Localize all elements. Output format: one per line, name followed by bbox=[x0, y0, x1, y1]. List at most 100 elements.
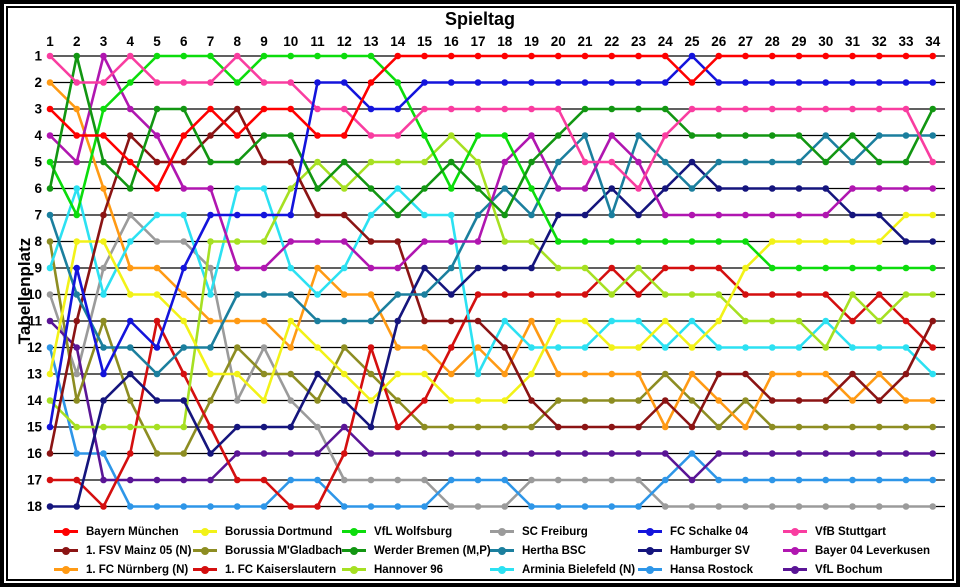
series-fc-schalke-04 bbox=[46, 52, 937, 431]
data-point-borussia-dortmund-md26 bbox=[715, 317, 723, 325]
data-point-arminia-bielefeld-n-md20 bbox=[554, 344, 562, 351]
data-point-hansa-rostock-md3 bbox=[100, 450, 107, 457]
data-point-borussia-m-gladbach-md2 bbox=[73, 397, 81, 404]
y-tick-11: 11 bbox=[28, 314, 43, 329]
data-point-werder-bremen-m-p-md8 bbox=[233, 158, 241, 166]
data-point-bayern-m-nchen-md29 bbox=[795, 52, 803, 60]
data-point-vfl-bochum-md29 bbox=[795, 450, 803, 457]
series-borussia-m-gladbach bbox=[46, 238, 937, 457]
legend-label-1-fc-kaiserslautern: 1. FC Kaiserslautern bbox=[225, 563, 337, 576]
data-point-bayern-m-nchen-md16 bbox=[447, 52, 455, 60]
series-line-vfb-stuttgart bbox=[48, 54, 935, 190]
data-point-vfb-stuttgart-md32 bbox=[875, 105, 883, 113]
data-point-vfl-wolfsburg-md7 bbox=[207, 52, 214, 60]
data-point-vfl-wolfsburg-md12 bbox=[340, 52, 348, 60]
data-point-bayer-04-leverkusen-md8 bbox=[233, 264, 241, 272]
data-point-vfb-stuttgart-md15 bbox=[421, 105, 428, 113]
series-line-werder-bremen-m-p bbox=[48, 54, 935, 217]
data-point-borussia-m-gladbach-md32 bbox=[875, 423, 883, 431]
data-point-vfl-bochum-md10 bbox=[287, 450, 295, 457]
data-point-vfl-bochum-md15 bbox=[421, 450, 428, 457]
data-point-sc-freiburg-md30 bbox=[822, 503, 830, 510]
data-point-vfl-wolfsburg-md10 bbox=[287, 52, 295, 60]
data-point-werder-bremen-m-p-md24 bbox=[661, 105, 669, 113]
data-point-hannover-96-md21 bbox=[581, 264, 589, 272]
data-point-1-fsv-mainz-05-n-md30 bbox=[822, 397, 830, 404]
data-point-hamburger-sv-md14 bbox=[394, 317, 402, 325]
legend-item-werder-bremen-m-p: Werder Bremen (M,P) bbox=[342, 545, 491, 557]
data-point-vfl-bochum-md11 bbox=[314, 450, 321, 457]
data-point-fc-schalke-04-md31 bbox=[849, 79, 856, 86]
data-point-arminia-bielefeld-n-md31 bbox=[849, 344, 856, 351]
data-point-hamburger-sv-md33 bbox=[902, 238, 910, 245]
x-tick-23: 23 bbox=[631, 34, 647, 49]
data-point-fc-schalke-04-md30 bbox=[822, 79, 830, 86]
data-point-fc-schalke-04-md32 bbox=[875, 79, 883, 86]
data-point-hamburger-sv-md4 bbox=[126, 370, 134, 378]
data-point-hannover-96-md2 bbox=[73, 423, 81, 431]
data-point-arminia-bielefeld-n-md12 bbox=[340, 264, 348, 272]
legend-item-borussia-m-gladbach: Borussia M'Gladbach bbox=[193, 545, 342, 557]
data-point-sc-freiburg-md22 bbox=[608, 476, 616, 484]
data-point-sc-freiburg-md25 bbox=[688, 503, 696, 510]
y-tick-10: 10 bbox=[27, 287, 42, 302]
data-point-hannover-96-md33 bbox=[902, 291, 910, 298]
data-point-borussia-dortmund-md10 bbox=[287, 317, 295, 325]
data-point-werder-bremen-m-p-md26 bbox=[715, 132, 723, 139]
data-point-borussia-dortmund-md17 bbox=[474, 397, 482, 404]
data-point-vfb-stuttgart-md29 bbox=[795, 105, 803, 113]
data-point-werder-bremen-m-p-md25 bbox=[688, 132, 696, 139]
data-point-hertha-bsc-md5 bbox=[153, 370, 161, 378]
data-point-1-fc-kaiserslautern-md4 bbox=[126, 450, 134, 457]
data-point-bayern-m-nchen-md5 bbox=[153, 185, 161, 192]
chart-legend: Bayern München 1. FSV Mainz 05 (N) 1. FC N… bbox=[54, 522, 930, 579]
y-tick-9: 9 bbox=[34, 261, 42, 276]
data-point-hertha-bsc-md12 bbox=[340, 317, 348, 325]
data-point-borussia-m-gladbach-md33 bbox=[902, 423, 910, 431]
data-point-hertha-bsc-md22 bbox=[608, 211, 616, 219]
data-point-hansa-rostock-md21 bbox=[581, 503, 589, 510]
data-point-1-fc-n-rnberg-n-md27 bbox=[742, 423, 749, 431]
data-point-1-fsv-mainz-05-n-md33 bbox=[902, 370, 910, 378]
data-point-borussia-m-gladbach-md5 bbox=[153, 450, 161, 457]
data-point-bayer-04-leverkusen-md13 bbox=[367, 264, 375, 272]
data-point-arminia-bielefeld-n-md1 bbox=[46, 264, 54, 272]
data-point-hannover-96-md16 bbox=[447, 132, 455, 139]
legend-swatch-1-fc-kaiserslautern bbox=[193, 568, 217, 571]
data-point-vfl-wolfsburg-md28 bbox=[768, 264, 776, 272]
data-point-fc-schalke-04-md29 bbox=[795, 79, 803, 86]
data-point-1-fsv-mainz-05-n-md5 bbox=[153, 158, 161, 166]
legend-label-1-fc-n-rnberg-n: 1. FC Nürnberg (N) bbox=[86, 563, 189, 576]
data-point-vfl-wolfsburg-md27 bbox=[742, 238, 749, 245]
data-point-borussia-m-gladbach-md23 bbox=[635, 397, 642, 404]
data-point-bayer-04-leverkusen-md21 bbox=[581, 185, 589, 192]
data-point-1-fc-kaiserslautern-md15 bbox=[421, 397, 428, 404]
data-point-borussia-dortmund-md13 bbox=[367, 397, 375, 404]
data-point-vfl-bochum-md6 bbox=[180, 476, 188, 484]
data-point-vfb-stuttgart-md5 bbox=[153, 79, 161, 86]
data-point-arminia-bielefeld-n-md9 bbox=[260, 185, 268, 192]
data-point-hertha-bsc-md13 bbox=[367, 317, 375, 325]
data-point-hertha-bsc-md1 bbox=[46, 211, 54, 219]
data-point-hansa-rostock-md26 bbox=[715, 476, 723, 484]
data-point-1-fc-kaiserslautern-md23 bbox=[635, 291, 642, 298]
data-point-borussia-dortmund-md34 bbox=[929, 211, 937, 219]
data-point-vfl-wolfsburg-md15 bbox=[421, 132, 428, 139]
data-point-1-fc-kaiserslautern-md6 bbox=[180, 370, 188, 378]
data-point-bayer-04-leverkusen-md25 bbox=[688, 211, 696, 219]
data-point-borussia-m-gladbach-md19 bbox=[528, 423, 535, 431]
data-point-vfl-wolfsburg-md22 bbox=[608, 238, 616, 245]
data-point-1-fc-n-rnberg-n-md29 bbox=[795, 370, 803, 378]
data-point-1-fc-n-rnberg-n-md24 bbox=[661, 423, 669, 431]
data-point-sc-freiburg-md32 bbox=[875, 503, 883, 510]
data-point-borussia-dortmund-md3 bbox=[100, 238, 107, 245]
data-point-hannover-96-md1 bbox=[46, 397, 54, 404]
data-point-bayern-m-nchen-md3 bbox=[100, 132, 107, 139]
data-point-bayern-m-nchen-md8 bbox=[233, 132, 241, 139]
legend-item-1-fsv-mainz-05-n: 1. FSV Mainz 05 (N) bbox=[54, 545, 193, 557]
data-point-vfl-wolfsburg-md26 bbox=[715, 238, 723, 245]
data-point-hamburger-sv-md6 bbox=[180, 397, 188, 404]
data-point-arminia-bielefeld-n-md3 bbox=[100, 291, 107, 298]
data-point-vfl-wolfsburg-md14 bbox=[394, 79, 402, 86]
data-point-sc-freiburg-md26 bbox=[715, 503, 723, 510]
